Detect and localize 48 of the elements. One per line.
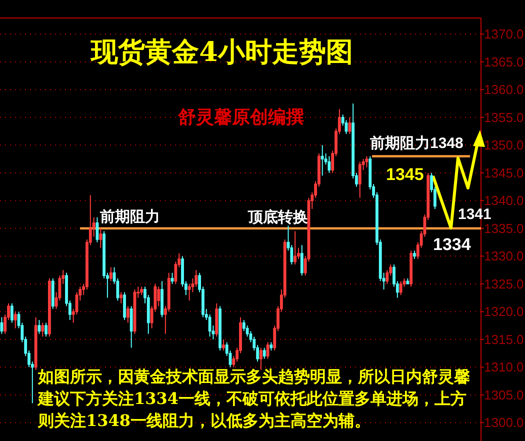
candlestick [365,156,368,168]
candlestick [320,144,324,176]
candlestick [0,316,4,334]
candlestick [109,266,112,282]
candlestick [157,286,160,307]
text: 舒灵馨原创编撰 [177,107,304,128]
candlestick [38,319,41,334]
annotation: 1345 [386,165,424,184]
y-tick-label: 1325.0 [484,276,524,292]
y-tick-label: 1330.0 [484,248,524,264]
candlestick [126,306,130,324]
annotation: 顶底转换 [247,208,308,226]
candlestick [262,347,266,360]
annotation: 如图所示，因黄金技术面显示多头趋势明显，所以日内舒灵馨建议下方关注1334一线，不破可依托此位置多单进场，上方则关注1348一线阻力，以低多为主高空为辅。 [38,366,471,432]
candlestick [328,156,331,174]
candlestick [170,272,174,284]
y-tick-label: 1345.0 [484,165,524,180]
candlestick [99,228,102,248]
y-tick-label: 1340.0 [484,193,524,208]
y-tick-label: 1315.0 [484,332,524,347]
y-tick-label: 1355.0 [484,110,524,125]
candlestick [130,306,133,348]
y-tick-label: 1360.0 [484,82,524,98]
candlestick [120,292,123,304]
y-tick-label: 1310.0 [484,360,524,375]
candlestick [44,322,48,338]
candlestick [123,292,126,320]
candlestick [10,302,14,324]
candlestick [399,280,402,296]
candlestick [358,161,362,198]
ref-line-label: 前期阻力 [99,208,160,226]
candlestick [14,311,17,329]
y-tick-label: 1350.0 [484,138,524,153]
candlestick [300,244,304,276]
y-tick-label: 1300.0 [484,415,524,430]
candlestick [41,322,44,338]
text: 现货黄金4小时走势图 [90,37,353,68]
y-tick-label: 1370.0 [484,26,524,42]
candlestick [260,347,262,370]
y-tick-label: 1365.0 [484,54,524,70]
y-tick-label: 1335.0 [484,220,524,236]
candlestick [348,116,352,135]
annotation: 1334 [433,235,472,254]
candlestick [294,230,297,265]
candlestick [222,338,225,352]
y-tick-label: 1305.0 [484,387,524,402]
y-tick-label: 1320.0 [484,304,524,320]
ref-line-label: 前期阻力1348 [369,135,464,152]
